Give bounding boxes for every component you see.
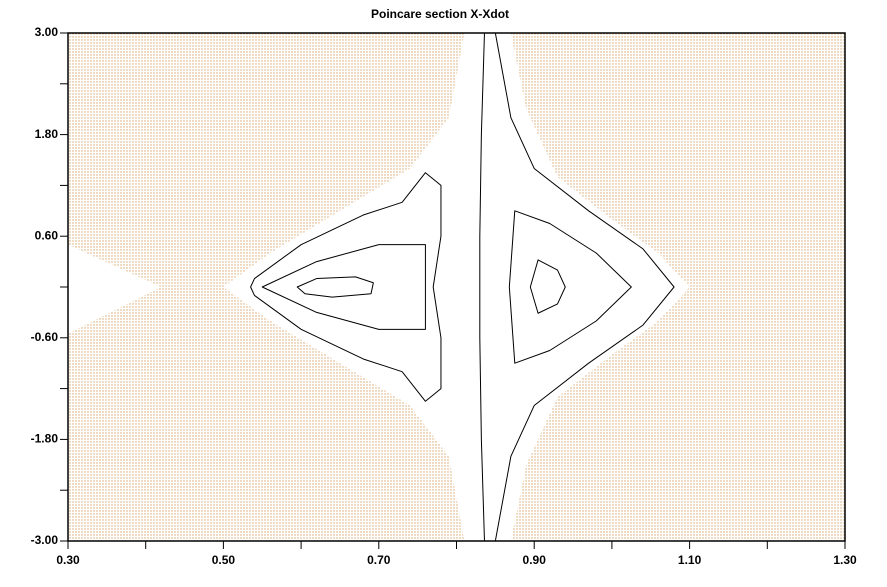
y-tick-label: 0.60 — [35, 228, 59, 242]
chart-title: Poincare section X-Xdot — [371, 7, 509, 21]
y-tick-label: 1.80 — [35, 127, 59, 141]
x-tick-label: 0.90 — [523, 553, 547, 567]
orbit — [508, 210, 632, 364]
y-tick-label: -3.00 — [31, 533, 59, 547]
orbit — [296, 276, 374, 298]
y-tick-label: -1.80 — [31, 432, 59, 446]
x-tick-label: 1.30 — [833, 553, 857, 567]
y-tick-label: 3.00 — [35, 25, 59, 39]
regular-region — [68, 244, 162, 334]
y-tick-label: -0.60 — [31, 330, 59, 344]
orbit — [529, 259, 566, 314]
orbit — [250, 172, 442, 402]
orbit — [261, 244, 426, 330]
orbit — [479, 33, 485, 541]
x-tick-label: 0.50 — [212, 553, 236, 567]
x-tick-label: 1.10 — [678, 553, 702, 567]
regular-region — [223, 33, 690, 541]
orbit — [494, 33, 675, 541]
plot — [68, 33, 690, 541]
x-tick-label: 0.30 — [56, 553, 80, 567]
x-tick-label: 0.70 — [367, 553, 391, 567]
